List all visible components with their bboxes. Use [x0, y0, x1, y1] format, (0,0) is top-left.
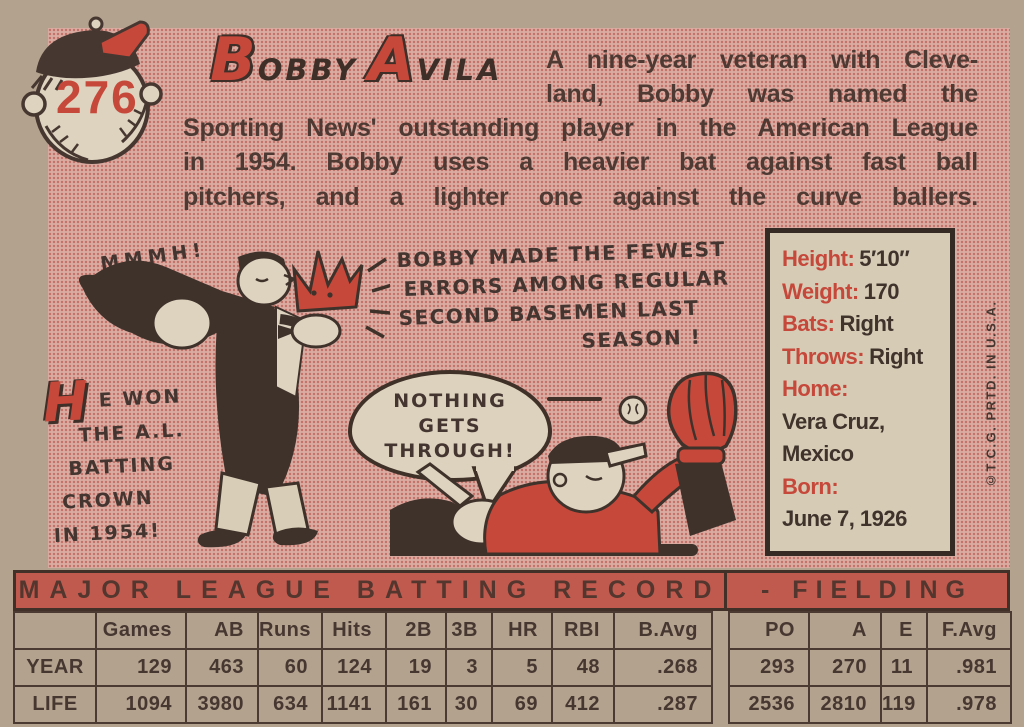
data-cell: 270	[810, 650, 882, 687]
throws-value: Right	[869, 343, 923, 369]
vital-row-born: Born:	[782, 471, 940, 504]
bio-line-1: A nine-year veteran with Cleve-	[546, 46, 978, 74]
data-cell: 11	[882, 650, 928, 687]
player-name-title: B OBBY A VILA	[210, 30, 503, 90]
home-label: Home:	[782, 376, 848, 401]
row-label: YEAR	[15, 650, 97, 687]
header-cell: A	[810, 613, 882, 650]
title-initial-a: A	[368, 25, 415, 95]
bio-line-4: in 1954. Bobby uses a heavier bat agains…	[183, 148, 978, 176]
header-cell: B.Avg	[615, 613, 713, 650]
data-cell: .981	[928, 650, 1012, 687]
bubble-line: GETS	[418, 414, 482, 437]
bats-label: Bats:	[782, 311, 835, 336]
weight-label: Weight:	[782, 278, 859, 304]
fielding-table: PO A E F.Avg 293 270 11 .981 2536 2810 1…	[728, 611, 1012, 724]
crown-note-line: IN 1954!	[53, 519, 162, 548]
header-cell	[15, 613, 97, 650]
card-number: 276	[56, 71, 139, 123]
bio-line-3: Sporting News' outstanding player in the…	[183, 114, 978, 142]
born-label: Born:	[782, 473, 839, 499]
data-cell: 119	[882, 687, 928, 724]
data-cell: .978	[928, 687, 1012, 724]
crown-note-initial: H	[41, 369, 90, 435]
tuxedo-man-illustration	[78, 250, 390, 548]
crown-note-line: E WON	[98, 385, 182, 412]
vitals-box: Height: 5′10″ Weight: 170 Bats: Right Th…	[765, 228, 955, 556]
caption-text: BOBBY MADE THE FEWEST ERRORS AMONG REGUL…	[396, 234, 752, 362]
crown-note: H E WON THE A.L. BATTING CROWN IN 1954!	[41, 366, 220, 555]
data-cell: 48	[553, 650, 615, 687]
title-initial-b: B	[210, 25, 256, 95]
copyright-vertical: ©T.C.G. PRTD. IN U.S.A.	[983, 300, 999, 488]
speech-bubble: NOTHING GETS THROUGH!	[348, 370, 552, 482]
height-label: Height:	[782, 246, 855, 271]
bats-value: Right	[839, 311, 894, 336]
title-part-obby: OBBY	[257, 53, 359, 87]
header-cell: Hits	[323, 613, 387, 650]
data-cell: 30	[447, 687, 493, 724]
vital-row-throws: Throws: Right	[782, 341, 940, 374]
header-cell: F.Avg	[928, 613, 1012, 650]
data-cell: 412	[553, 687, 615, 724]
fielder-illustration	[390, 371, 738, 556]
row-label: LIFE	[15, 687, 97, 724]
fielding-band-title: - FIELDING	[761, 576, 973, 604]
data-cell: 129	[97, 650, 187, 687]
data-cell: 1094	[97, 687, 187, 724]
header-cell: Runs	[259, 613, 323, 650]
born-value: June 7, 1926	[782, 506, 907, 531]
data-cell: 3	[447, 650, 493, 687]
home-value-line1: Vera Cruz,	[782, 408, 885, 434]
header-cell: 2B	[387, 613, 447, 650]
header-cell: AB	[187, 613, 259, 650]
data-cell: 124	[323, 650, 387, 687]
data-cell: 293	[730, 650, 810, 687]
data-cell: 161	[387, 687, 447, 724]
vital-row-weight: Weight: 170	[782, 276, 940, 309]
header-cell: RBI	[553, 613, 615, 650]
vital-row-home: Home:	[782, 373, 940, 406]
bubble-line: NOTHING	[393, 389, 507, 412]
data-cell: .287	[615, 687, 713, 724]
data-cell: 60	[259, 650, 323, 687]
header-cell: HR	[493, 613, 553, 650]
vital-row-height: Height: 5′10″	[782, 243, 940, 276]
header-cell: 3B	[447, 613, 493, 650]
crown-note-line: CROWN	[61, 486, 155, 514]
data-cell: 3980	[187, 687, 259, 724]
throws-label: Throws:	[782, 343, 865, 369]
baseball-head-icon	[21, 16, 163, 164]
bubble-dash	[547, 397, 602, 401]
bubble-line: THROUGH!	[384, 439, 516, 462]
data-cell: 2810	[810, 687, 882, 724]
batting-table: Games AB Runs Hits 2B 3B HR RBI B.Avg YE…	[13, 611, 713, 724]
data-cell: 2536	[730, 687, 810, 724]
title-part-vila: VILA	[416, 53, 503, 87]
home-value-line2: Mexico	[782, 441, 854, 466]
batting-record-band: MAJOR LEAGUE BATTING RECORD - FIELDING	[13, 570, 1010, 611]
data-cell: 634	[259, 687, 323, 724]
data-cell: 19	[387, 650, 447, 687]
header-cell: E	[882, 613, 928, 650]
bio-line-5: pitchers, and a lighter one against the …	[183, 183, 978, 211]
header-cell: Games	[97, 613, 187, 650]
crown-note-line: THE A.L.	[78, 419, 186, 447]
header-cell: PO	[730, 613, 810, 650]
bio-line-2: land, Bobby was named the	[546, 80, 978, 108]
vital-row-bats: Bats: Right	[782, 308, 940, 341]
data-cell: 463	[187, 650, 259, 687]
data-cell: 69	[493, 687, 553, 724]
data-cell: .268	[615, 650, 713, 687]
weight-value: 170	[863, 278, 900, 304]
data-cell: 5	[493, 650, 553, 687]
crown-note-line: BATTING	[67, 452, 176, 481]
height-value: 5′10″	[859, 246, 910, 271]
data-cell: 1141	[323, 687, 387, 724]
batting-band-title: MAJOR LEAGUE BATTING RECORD	[16, 573, 727, 608]
